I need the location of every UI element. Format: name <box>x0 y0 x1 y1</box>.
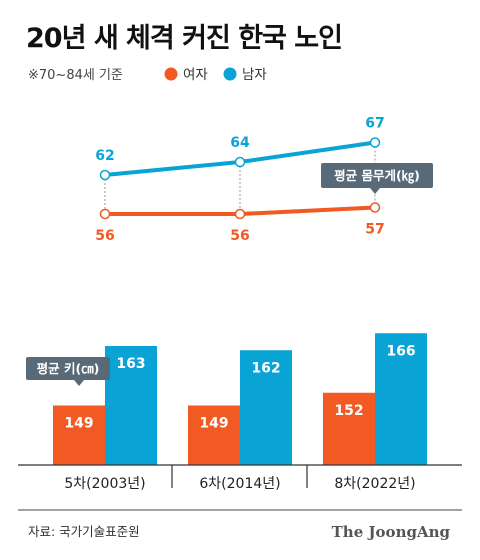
bar-chart-value-labels: 149 149 152 163 162 166 <box>64 343 415 431</box>
weight-value-female: 56 <box>230 228 249 244</box>
legend-label-female: 여자 <box>183 67 208 83</box>
weight-label-pointer <box>370 188 380 194</box>
legend: ※70~84세 기준 여자 남자 <box>28 67 267 83</box>
line-chart-points <box>99 137 381 220</box>
note-text: ※70~84세 기준 <box>28 68 123 83</box>
chart-title: 20년 새 체격 커진 한국 노인 <box>26 23 343 54</box>
weight-label-box <box>321 163 433 188</box>
weight-label-text: 평균 몸무게(㎏) <box>334 168 420 184</box>
weight-point-male <box>369 137 381 148</box>
height-value-male: 166 <box>386 343 415 359</box>
height-bar-female <box>188 405 240 465</box>
legend-label-male: 남자 <box>242 67 267 83</box>
x-axis-tick-labels: 5차(2003년) 6차(2014년) 8차(2022년) <box>64 476 415 492</box>
weight-value-male: 64 <box>230 135 250 151</box>
height-bar-male <box>105 346 157 465</box>
weight-point-female <box>99 208 111 220</box>
height-bar-male <box>375 333 427 465</box>
x-tick-label: 8차(2022년) <box>334 476 415 492</box>
weight-point-male <box>99 169 111 181</box>
height-value-male: 163 <box>116 356 145 372</box>
bar-chart-bars <box>53 333 427 465</box>
legend-swatch-male <box>223 67 237 81</box>
height-bar-male <box>240 350 292 465</box>
line-chart-value-labels: 62 64 67 56 56 57 <box>95 116 384 245</box>
weight-point-male <box>234 156 246 168</box>
height-bar-female <box>53 405 105 465</box>
height-label-pointer <box>74 380 84 386</box>
height-label-text: 평균 키(㎝) <box>37 361 100 376</box>
weight-value-male: 62 <box>95 148 114 164</box>
legend-swatch-female <box>164 67 178 81</box>
height-value-male: 162 <box>251 360 280 376</box>
height-bar-female <box>323 392 375 465</box>
height-label-callout: 평균 키(㎝) <box>26 357 110 386</box>
height-value-female: 152 <box>334 403 363 419</box>
source-text: 자료: 국가기술표준원 <box>28 524 140 539</box>
weight-point-female <box>369 202 381 213</box>
weight-value-female: 57 <box>365 222 384 238</box>
height-value-female: 149 <box>199 416 228 432</box>
category-separators <box>171 465 308 488</box>
weight-point-female <box>234 208 246 220</box>
brand-logo: The JoongAng <box>332 523 451 541</box>
height-label-box <box>26 357 110 380</box>
x-tick-label: 5차(2003년) <box>64 476 145 492</box>
weight-label-callout: 평균 몸무게(㎏) <box>321 163 433 194</box>
height-value-female: 149 <box>64 416 93 432</box>
x-tick-label: 6차(2014년) <box>199 476 280 492</box>
weight-value-female: 56 <box>95 228 114 244</box>
weight-value-male: 67 <box>365 116 384 132</box>
